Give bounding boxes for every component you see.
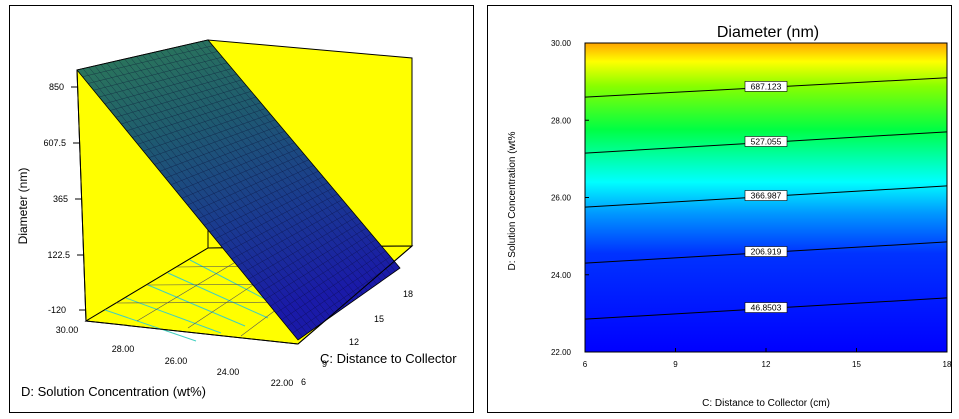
x-tick-label: 15 [374,314,384,324]
y-tick-label: 26.00 [165,356,188,366]
x-tick-label: 18 [943,360,951,369]
x-axis-title: C: Distance to Collector [320,351,457,366]
contour-lines: 46.8503 206.919 366.987 527.055 687.123 [584,77,948,320]
x-tick-label: 12 [349,337,359,347]
contour-label: 206.919 [751,247,782,257]
surface-plot: 850 607.5 365 122.5 -120 30.00 28.00 26.… [16,39,457,399]
contour-title: Diameter (nm) [717,24,819,41]
contour-x-axis-title: C: Distance to Collector (cm) [702,398,830,409]
x-tick-label: 15 [852,360,861,369]
surface-plot-panel: 850 607.5 365 122.5 -120 30.00 28.00 26.… [9,5,474,413]
y-tick-label: 30.00 [56,325,79,335]
contour-label-box [744,302,788,313]
y-axis-ticks: 30.00 28.00 26.00 24.00 22.00 [56,325,294,388]
z-tick-label: -120 [48,305,66,315]
contour-plot: Diameter (nm) 46.8503 206.919 366.987 527.0… [507,24,952,409]
surface-mesh [82,41,396,337]
z-axis-title: Diameter (nm) [16,168,30,245]
x-tick-label: 6 [301,377,306,387]
z-tick-label: 850 [49,82,64,92]
contour-label-box [744,246,788,257]
z-axis-ticks: 850 607.5 365 122.5 -120 [43,82,70,315]
contour-plot-panel: Diameter (nm) 46.8503 206.919 366.987 527.0… [487,5,952,413]
y-tick-label: 28.00 [112,344,135,354]
y-axis-title: D: Solution Concentration (wt%) [21,384,206,399]
contour-label-box [744,190,788,201]
y-tick-label: 22.00 [551,348,572,357]
z-tick-label: 607.5 [43,138,66,148]
contour-label: 366.987 [751,191,782,201]
contour-label: 46.8503 [751,303,782,313]
contour-label: 687.123 [751,81,782,91]
x-tick-label: 18 [403,289,413,299]
z-tick-label: 365 [53,194,68,204]
x-tick-label: 6 [583,360,588,369]
x-tick-label: 9 [673,360,678,369]
z-tick-label: 122.5 [47,250,70,260]
x-tick-label: 9 [322,359,327,369]
y-tick-label: 24.00 [551,271,572,280]
x-axis-ticks: 18 15 12 9 6 [301,289,413,387]
contour-label-box [744,81,788,92]
y-tick-label: 24.00 [217,367,240,377]
contour-x-ticks: 6 9 12 15 18 [583,348,952,369]
y-tick-label: 26.00 [551,194,572,203]
x-tick-label: 12 [762,360,771,369]
contour-y-axis-title: D: Solution Concentration (wt% [507,131,518,270]
contour-label: 527.055 [751,136,782,146]
contour-y-ticks: 22.00 24.00 26.00 28.00 30.00 [551,39,589,357]
y-tick-label: 28.00 [551,116,572,125]
response-surface [76,39,401,341]
contour-label-box [744,136,788,147]
y-tick-label: 22.00 [271,378,294,388]
y-tick-label: 30.00 [551,39,572,48]
